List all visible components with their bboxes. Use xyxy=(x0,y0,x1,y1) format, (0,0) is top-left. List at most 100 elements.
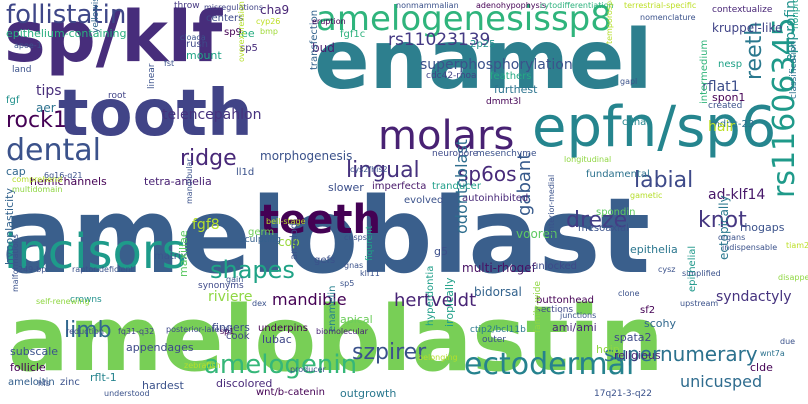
word: vooren xyxy=(516,227,558,241)
word: ameloitin xyxy=(8,377,55,388)
word: cop xyxy=(278,235,300,249)
word: contextualize xyxy=(712,5,773,15)
word: fgf1c xyxy=(340,29,366,40)
word: posterior-lateral xyxy=(166,325,230,334)
word: hfs xyxy=(38,379,51,388)
word: gapl xyxy=(620,77,638,86)
word: cyp26 xyxy=(256,17,281,26)
word: anterior-medial xyxy=(547,174,556,236)
word: tooth xyxy=(58,77,253,151)
word: cytodifferentiation xyxy=(540,1,614,10)
word: underpins xyxy=(258,323,308,334)
word: sp/klf xyxy=(4,0,223,78)
word: hemichannels xyxy=(30,175,107,188)
word: mesenchyme xyxy=(476,149,537,159)
word: cys2/his2 xyxy=(350,165,388,174)
word: hoip xyxy=(596,343,620,356)
word: intermedium xyxy=(699,39,710,104)
word: rflat1 xyxy=(702,79,740,95)
word: ad-klf14 xyxy=(708,187,766,203)
word: slower xyxy=(328,181,364,194)
word: sp1 xyxy=(220,327,235,336)
word: biomolecular xyxy=(316,327,368,336)
word: aer xyxy=(36,101,56,115)
word: overexpression xyxy=(237,1,246,62)
word: junctions xyxy=(560,311,597,320)
word: rhogaps xyxy=(740,221,785,234)
word: created xyxy=(708,101,743,111)
word: bell-stage xyxy=(266,217,306,226)
word: szpirer xyxy=(352,340,427,365)
word: linear xyxy=(147,63,157,89)
word: follistatin xyxy=(6,0,127,30)
word: imperfecta xyxy=(372,181,427,192)
word: indispensable xyxy=(722,243,778,252)
word: hertveldt xyxy=(394,290,477,311)
word: spon1 xyxy=(712,91,746,104)
word: labial xyxy=(634,168,694,193)
word: unicusped xyxy=(680,372,763,391)
word: amelogenesissp8 xyxy=(316,0,612,39)
word: hyperdontia xyxy=(425,265,436,326)
word: rflt-1 xyxy=(90,371,117,384)
word: multidomain xyxy=(12,185,63,194)
word: enamelin xyxy=(327,285,338,332)
word: ami/ami xyxy=(552,321,597,334)
word: telencepahlon xyxy=(162,107,262,123)
word: gabant xyxy=(514,152,535,216)
word: reduction xyxy=(66,327,104,336)
word: fgf8 xyxy=(192,217,220,233)
word: synonyms xyxy=(198,281,244,291)
word: root xyxy=(108,91,127,101)
word: tiam2 xyxy=(786,241,808,250)
word: incisors xyxy=(4,224,187,280)
word: wnt/b-catenin xyxy=(256,387,325,398)
word: cusps xyxy=(344,233,367,242)
word: ectodermal xyxy=(464,347,635,382)
word: sections xyxy=(536,305,574,315)
word: centers xyxy=(206,13,244,24)
word: knot xyxy=(698,208,747,233)
word: supernumerary xyxy=(604,342,758,366)
word: germ xyxy=(248,227,275,238)
word: ctip2/bcl11b xyxy=(470,325,526,335)
word: land xyxy=(12,65,32,75)
word: dental xyxy=(6,133,101,168)
word: ameloblastin xyxy=(8,287,664,392)
word: lingual xyxy=(346,158,420,183)
word: fgf xyxy=(6,95,20,106)
word: matrix xyxy=(154,251,187,262)
word: dex xyxy=(252,299,267,308)
word: mandible xyxy=(272,290,347,309)
word: cdna xyxy=(622,117,647,128)
word: feathers xyxy=(490,71,532,82)
word: iee xyxy=(238,27,255,40)
word: spata2 xyxy=(614,331,652,344)
word: buttonhead xyxy=(536,295,594,306)
word: crowns xyxy=(70,295,102,305)
word: 17q21-3-q22 xyxy=(594,389,653,399)
word: nesp xyxy=(718,59,743,70)
word: appendages xyxy=(126,341,194,354)
word: raptor-deficient xyxy=(72,265,134,274)
word: unlocked xyxy=(532,261,578,272)
word: scohy xyxy=(644,317,676,330)
word: 6q16-q21 xyxy=(44,171,83,180)
word: ridge xyxy=(180,146,237,171)
word: wnt7a xyxy=(760,349,785,358)
word: mesoaxial xyxy=(578,223,629,234)
word: cha9 xyxy=(260,3,290,17)
word: g5 xyxy=(434,245,448,258)
word: bidorsal xyxy=(474,285,522,299)
word: comprehend xyxy=(12,175,63,184)
word: ameloblast xyxy=(2,175,651,297)
word: epithelia xyxy=(630,243,678,256)
word: dreze xyxy=(566,208,628,233)
word: cysz xyxy=(658,265,676,274)
word: nonproliferating xyxy=(791,0,801,29)
word: classification xyxy=(789,40,799,99)
word: clone xyxy=(618,289,640,298)
word: spondin xyxy=(596,207,636,218)
word: hair xyxy=(708,119,736,135)
word: epithelium-containing xyxy=(6,27,127,40)
